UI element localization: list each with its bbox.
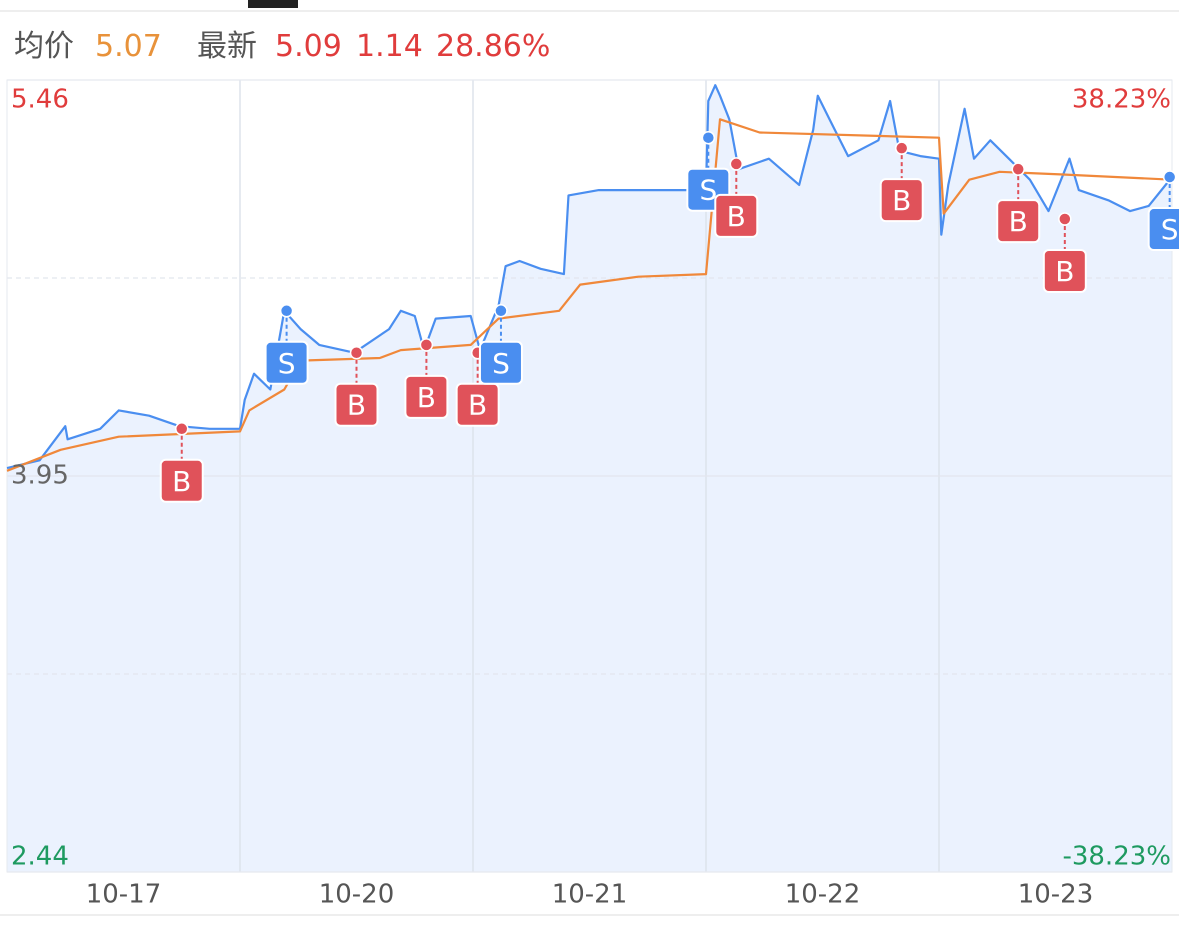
trade-badge <box>334 382 379 427</box>
trade-badge <box>455 382 500 427</box>
trade-side: S <box>278 347 296 380</box>
latest-value: 5.09 <box>275 29 342 64</box>
trade-dot <box>1011 162 1025 176</box>
trade-side: S <box>492 347 510 380</box>
trade-badge <box>1042 248 1087 293</box>
y-tick-label: 5.46 <box>11 85 69 115</box>
trade-dot <box>1162 170 1177 184</box>
trade-side: B <box>1055 255 1074 288</box>
trade-side: B <box>1009 205 1028 238</box>
trade-side: B <box>172 465 191 498</box>
trade-badge <box>714 193 759 238</box>
change-value: 1.14 <box>356 29 423 64</box>
trade-side: B <box>727 200 746 233</box>
trade-dot <box>894 141 909 155</box>
x-tick-label: 10-22 <box>785 880 861 910</box>
trade-dot <box>175 422 189 436</box>
avg-value: 5.07 <box>95 29 162 64</box>
trade-dot <box>419 338 434 352</box>
change-pct: 28.86% <box>436 29 550 64</box>
header: 均价 5.07 最新 5.09 1.14 28.86% <box>14 29 550 64</box>
trade-dot <box>729 157 744 171</box>
avg-label: 均价 <box>14 29 74 64</box>
trade-side: B <box>468 389 487 422</box>
trade-badge <box>996 199 1041 244</box>
y2-tick-label: -38.23% <box>1062 842 1171 872</box>
tab-indicator <box>248 0 298 8</box>
trade-badge <box>264 340 309 385</box>
trade-dot <box>279 304 294 318</box>
trade-dot <box>349 345 364 360</box>
price-line <box>6 84 1173 470</box>
x-tick-label: 10-20 <box>319 880 395 910</box>
x-tick-label: 10-23 <box>1018 880 1094 910</box>
average-line <box>6 118 1173 472</box>
y-tick-label: 3.95 <box>11 461 69 491</box>
trade-badge <box>879 178 924 223</box>
trade-side: S <box>1161 213 1179 246</box>
trade-side: B <box>892 184 911 217</box>
trade-badge <box>1147 207 1179 252</box>
price-area <box>7 85 1172 872</box>
trade-dot <box>1058 212 1072 226</box>
trade-side: S <box>699 174 717 207</box>
trade-badge <box>478 340 523 385</box>
y-tick-label: 2.44 <box>11 842 69 872</box>
trade-dot <box>494 304 508 318</box>
y2-tick-label: 38.23% <box>1072 85 1171 115</box>
x-tick-label: 10-21 <box>552 880 628 910</box>
latest-label: 最新 <box>197 29 257 64</box>
trade-side: B <box>347 389 366 422</box>
plot-border <box>6 79 1173 873</box>
trade-dot <box>701 130 716 145</box>
trade-badge <box>404 374 449 419</box>
trade-badge <box>159 458 204 503</box>
trade-side: B <box>417 381 436 414</box>
x-tick-label: 10-17 <box>86 880 162 910</box>
